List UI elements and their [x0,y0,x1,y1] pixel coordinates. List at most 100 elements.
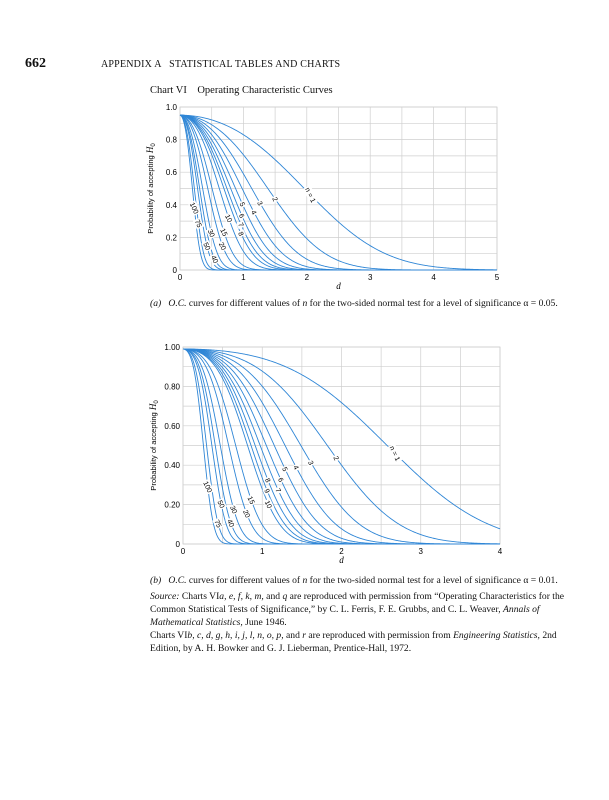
x-tick-label: 1 [241,273,246,282]
source-note: Source: Charts VIa, e, f, k, m, and q ar… [150,590,570,655]
caption-b-oc: O.C. [168,575,187,586]
x-tick-label: 3 [419,547,424,556]
caption-a-text2: for the two-sided normal test for a leve… [307,298,558,309]
curve-label-n-8: 8 [236,231,244,238]
x-tick-label: 3 [368,273,373,282]
curve-label-n-4: 4 [291,465,299,472]
y-tick-label: 0.2 [166,233,178,242]
curve-label-n-3: 3 [255,200,263,207]
curve-label-bg [303,185,319,205]
y-tick-label: 0.4 [166,201,178,210]
curve-label-bg [236,211,247,221]
y-tick-label: 0.20 [164,501,180,510]
curve-label-bg [218,226,230,239]
caption-a: (a) O.C. curves for different values of … [150,297,558,310]
y-tick-label: 1.0 [166,103,178,112]
curve-label-n-1: n = 1 [303,187,316,204]
curve-label-bg [236,220,246,230]
x-axis-label: d [336,281,341,291]
curve-label-n-9: 9 [262,488,270,495]
curve-label-bg [255,198,266,208]
caption-a-oc: O.C. [168,298,187,309]
curve-label-bg [306,458,316,468]
curve-label-n-50: 50 [201,242,211,252]
curve-label-bg [273,485,284,495]
caption-a-prefix: (a) [150,298,162,309]
source-journal: Annals of Mathematical Statistics, [150,604,540,628]
curve-label-bg [225,516,237,530]
curve-label-n-5: 5 [238,201,246,208]
source-text: Charts VI [150,630,188,641]
curve-label-n-1: n = 1 [388,445,401,462]
curve-label-n-20: 20 [241,509,251,519]
y-tick-label: 0.40 [164,461,180,470]
curves [179,114,498,271]
caption-b: (b) O.C. curves for different values of … [150,574,558,587]
y-tick-label: 1.00 [164,343,180,352]
curve-label-bg [212,517,224,530]
curve-label-n-7: 7 [236,222,244,229]
curve-label-bg [291,463,302,472]
x-tick-label: 5 [495,273,500,282]
source-text: are reproduced with permission from “Ope… [150,591,565,615]
curve-label-bg [223,212,235,225]
x-tick-label: 2 [305,273,310,282]
y-tick-label: 0 [173,266,178,275]
curve-label-n-40: 40 [225,518,235,528]
x-tick-label: 0 [181,547,186,556]
source-text: q [282,591,288,602]
oc-curve-n-100 [179,114,497,271]
curve-label-bg [241,507,253,520]
curve-label-bg [192,217,205,230]
caption-a-text1: curves for different values of [186,298,303,309]
x-axis-label: d [339,555,344,565]
curve-label-bg [209,253,221,266]
caption-b-text1: curves for different values of [186,575,303,586]
curve-label-n-10: 10 [263,500,273,510]
curve-label-bg [387,443,403,464]
y-tick-label: 0.60 [164,422,180,431]
curve-label-n-30: 30 [206,229,216,239]
source-text: a, e, f, k, m, [219,591,264,602]
page-number: 662 [25,56,46,71]
caption-b-text2: for the two-sided normal test for a leve… [307,575,558,586]
curve-label-n-100: 100 [188,202,199,216]
curve-label-n-30: 30 [228,505,238,515]
curve-label-n-2: 2 [270,196,278,203]
source-text: and [263,591,283,602]
curve-label-n-7: 7 [273,487,281,494]
curve-label-n-40: 40 [209,255,219,265]
curve-label-bg [262,498,275,511]
curve-label-n-8: 8 [263,477,271,484]
oc-curve-n-2 [183,348,501,545]
x-tick-label: 1 [260,547,265,556]
y-axis-label: Probability of accepting H0 [145,143,157,234]
running-head: APPENDIX A STATISTICAL TABLES AND CHARTS [101,59,341,70]
curve-label-n-75: 75 [193,219,203,229]
curve-label-n-15: 15 [246,496,256,506]
curve-label-bg [245,493,258,507]
y-axis-label: Probability of accepting H0 [148,400,160,491]
curve-label-bg [280,464,291,474]
x-tick-label: 4 [498,547,503,556]
curve-label-n-10: 10 [223,214,233,224]
curve-label-n-50: 50 [215,500,225,510]
curves [182,348,501,545]
oc-curve-n-100 [182,348,500,545]
oc-curve-n-1 [179,114,498,271]
caption-b-prefix: (b) [150,575,162,586]
curve-label-bg [237,199,248,209]
curve-label-n-15: 15 [218,228,228,238]
curve-label-n-75: 75 [212,519,222,529]
curve-label-bg [228,503,240,516]
curve-label-bg [201,240,213,253]
y-tick-label: 0 [176,540,181,549]
curve-label-bg [205,226,218,240]
curve-label-n-100: 100 [201,481,212,495]
caption-b-n: n [302,575,308,586]
curve-label-n-3: 3 [306,460,314,467]
